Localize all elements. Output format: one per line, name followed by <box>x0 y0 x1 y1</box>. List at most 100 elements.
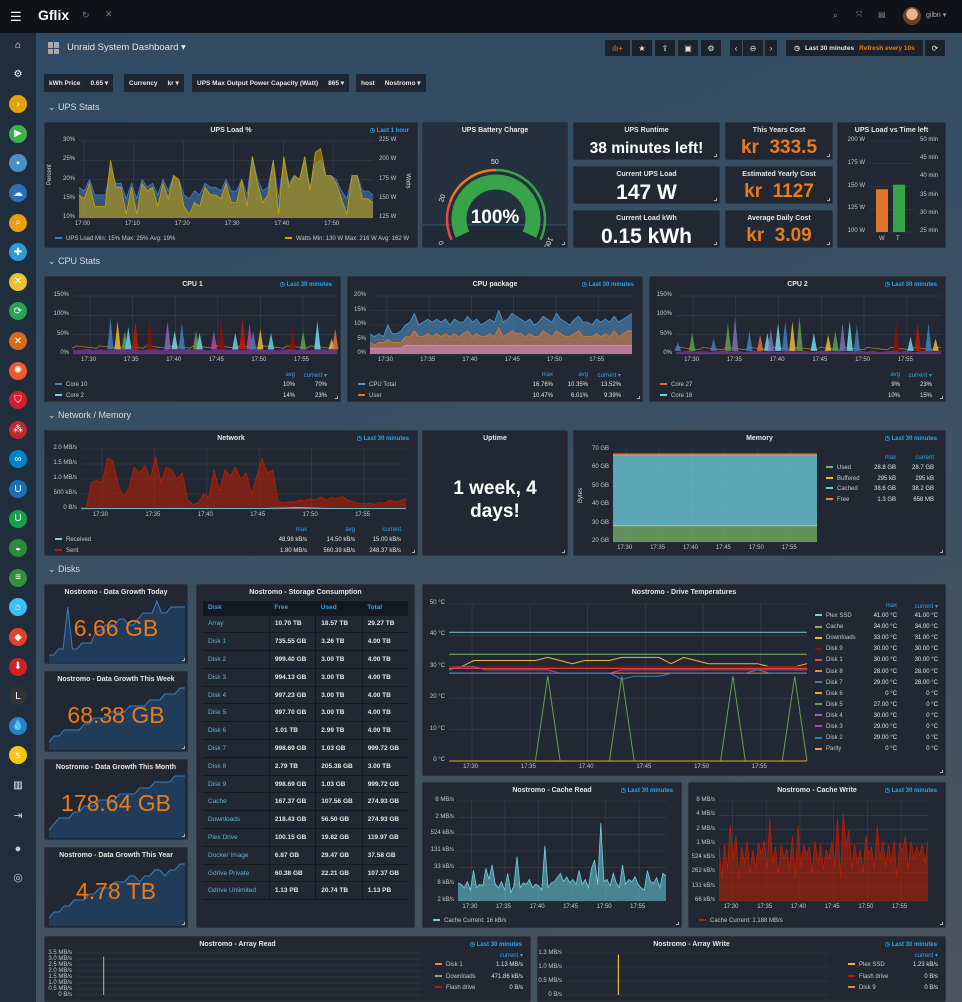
legend-item[interactable]: Used <box>826 465 851 471</box>
x-app-icon[interactable]: ✕ <box>9 272 27 291</box>
legend-item[interactable]: Cached <box>826 486 858 492</box>
legend-header[interactable]: current ▾ <box>908 373 932 379</box>
add-panel-button[interactable]: ılı+ <box>605 40 630 56</box>
home-icon[interactable]: ⌂ <box>14 39 22 51</box>
grafana-icon[interactable]: ✺ <box>9 361 27 380</box>
row-cpu-stats[interactable]: ⌄ CPU Stats <box>48 256 101 266</box>
legend-item[interactable]: Disk 3 <box>815 724 843 730</box>
legend-header[interactable]: max <box>541 372 553 378</box>
play-diamond-icon[interactable]: ▶ <box>9 124 27 143</box>
legend-header[interactable]: avg <box>890 372 900 378</box>
panel-current-ups-load[interactable]: Current UPS Load 147 W <box>573 166 720 204</box>
panel-storage-consumption[interactable]: Nostromo - Storage Consumption Disk Free U… <box>196 584 415 928</box>
legend-item[interactable]: Disk 5 <box>815 702 843 708</box>
refresh-icon[interactable]: ↻ <box>82 10 90 20</box>
time-picker[interactable]: ◷ Last 30 minutes Refresh every 10s <box>786 40 923 56</box>
legend-ups-load[interactable]: UPS Load Min: 15% Max: 25% Avg: 19% <box>55 236 175 242</box>
legend-item[interactable]: Core 27 <box>660 382 692 388</box>
panel-array-read[interactable]: Nostromo - Array Read ◷ Last 30 minutes … <box>44 936 531 1002</box>
column-header[interactable]: Disk <box>203 601 270 615</box>
lifebuoy-icon[interactable]: ✚ <box>9 243 27 262</box>
sab-icon[interactable]: s <box>9 746 27 765</box>
panel-memory[interactable]: Memory ◷ Last 30 minutes Bytes 70 GB 60 G… <box>573 430 946 556</box>
avatar[interactable] <box>903 7 921 25</box>
legend-item[interactable]: Sent <box>55 548 78 554</box>
panel-cache-write[interactable]: Nostromo - Cache Write ◷ Last 30 minutes… <box>688 782 946 928</box>
legend-item[interactable]: Downloads <box>815 635 856 641</box>
zoom-out-button[interactable]: ⊖ <box>743 40 763 56</box>
help-icon[interactable]: ◎ <box>13 871 23 884</box>
panel-data-growth[interactable]: Nostromo - Data Growth Today 6.66 GB <box>44 584 188 664</box>
notifications-icon[interactable]: ▤ <box>878 10 886 19</box>
legend-item[interactable]: Disk 2 <box>815 735 843 741</box>
bowl-icon[interactable]: ◒ <box>9 539 27 558</box>
column-header[interactable]: Total <box>362 601 408 615</box>
legend-item[interactable]: Core 2 <box>55 393 84 399</box>
lazy-icon[interactable]: L <box>9 687 27 706</box>
panel-cpu1[interactable]: CPU 1 ◷ Last 30 minutes 150% 100% 50% 0% 17:… <box>44 276 341 402</box>
panel-this-years-cost[interactable]: This Years Cost kr 333.5 <box>725 122 833 160</box>
legend-header[interactable]: current ▾ <box>303 373 327 379</box>
legend-item[interactable]: Disk 8 <box>815 669 843 675</box>
legend-item[interactable]: Disk 1 <box>435 962 463 968</box>
legend-item[interactable]: Downloads <box>435 974 476 980</box>
app-icon[interactable]: ▪ <box>9 154 27 173</box>
legend-item[interactable]: Free <box>826 497 849 503</box>
panel-cpu2[interactable]: CPU 2 ◷ Last 30 minutes 150% 100% 50% 0% 17:… <box>649 276 946 402</box>
legend-header[interactable]: avg <box>345 527 355 533</box>
panel-ups-runtime[interactable]: UPS Runtime 38 minutes left! <box>573 122 720 160</box>
drop-icon[interactable]: 💧 <box>9 716 27 735</box>
panel-average-daily-cost[interactable]: Average Daily Cost kr 3.09 <box>725 210 833 248</box>
legend-item[interactable]: Parity <box>815 746 841 752</box>
legend-header[interactable]: current ▾ <box>914 953 938 959</box>
row-ups-stats[interactable]: ⌄ UPS Stats <box>48 102 100 112</box>
panel-uptime[interactable]: Uptime 1 week, 4 days! <box>422 430 568 556</box>
legend-item[interactable]: Disk 6 <box>815 691 843 697</box>
plex-icon[interactable]: › <box>9 95 27 114</box>
legend-item[interactable]: CPU Total <box>358 382 396 388</box>
share-button[interactable]: ⇪ <box>655 40 675 56</box>
search-app-icon[interactable]: ⌕ <box>9 213 27 232</box>
book-icon[interactable]: ▥ <box>13 779 23 791</box>
download-icon[interactable]: ⬇ <box>9 657 27 676</box>
green-u-icon[interactable]: U <box>9 509 27 528</box>
sign-out-icon[interactable]: ⇥ <box>13 809 23 822</box>
bars-icon[interactable]: ≡ <box>9 568 27 587</box>
legend-header[interactable]: avg <box>285 372 295 378</box>
legend-watts[interactable]: Watts Min: 130 W Max: 216 W Avg: 162 W <box>284 236 409 242</box>
legend-item[interactable]: Plex SSD <box>848 962 885 968</box>
legend-item[interactable]: Buffered <box>826 476 860 482</box>
legend-header[interactable]: current <box>382 527 401 533</box>
hamburger-menu-icon[interactable]: ☰ <box>10 9 22 24</box>
legend-item[interactable]: Flash drive <box>848 974 888 980</box>
legend-header[interactable]: max <box>884 455 896 461</box>
cloud-icon[interactable]: ☁ <box>9 184 27 202</box>
chart-app-icon[interactable]: ✕ <box>9 332 27 350</box>
variable-host[interactable]: host Nostromo ▾ <box>356 74 426 92</box>
save-button[interactable]: ▣ <box>678 40 698 56</box>
panel-cache-read[interactable]: Nostromo - Cache Read ◷ Last 30 minutes … <box>422 782 682 928</box>
panel-data-growth[interactable]: Nostromo - Data Growth This Month 178.64 … <box>44 759 188 840</box>
legend-item[interactable]: Core 10 <box>55 382 87 388</box>
legend-header[interactable]: current ▾ <box>597 373 621 379</box>
legend-item[interactable]: Plex SSD <box>815 613 852 619</box>
column-header[interactable]: Free <box>269 601 316 615</box>
star-button[interactable]: ★ <box>632 40 652 56</box>
legend-item[interactable]: Disk 1 <box>815 657 843 663</box>
gitlab-icon[interactable]: ◆ <box>9 628 27 646</box>
legend-header[interactable]: avg <box>578 372 588 378</box>
panel-load-vs-time[interactable]: UPS Load vs Time left 200 W 175 W 150 W 125… <box>837 122 946 248</box>
unifi-icon[interactable]: U <box>9 480 27 498</box>
nextcloud-icon[interactable]: ∞ <box>9 450 27 469</box>
legend-header[interactable]: max <box>295 527 307 533</box>
legend-header[interactable]: current ▾ <box>499 953 523 959</box>
variable-kwh-price[interactable]: kWh Price 0.65 ▾ <box>44 74 114 92</box>
legend-header[interactable]: current <box>915 455 934 461</box>
sync-app-icon[interactable]: ⟳ <box>9 302 27 321</box>
panel-drive-temperatures[interactable]: Nostromo - Drive Temperatures 50 °C 40 °C… <box>422 584 946 776</box>
legend-item[interactable]: Cache <box>815 624 843 630</box>
row-network-memory[interactable]: ⌄ Network / Memory <box>48 410 132 420</box>
close-icon[interactable]: ✕ <box>105 9 113 19</box>
panel-data-growth[interactable]: Nostromo - Data Growth This Week 68.38 GB <box>44 671 188 752</box>
column-header[interactable]: Used <box>315 601 363 615</box>
